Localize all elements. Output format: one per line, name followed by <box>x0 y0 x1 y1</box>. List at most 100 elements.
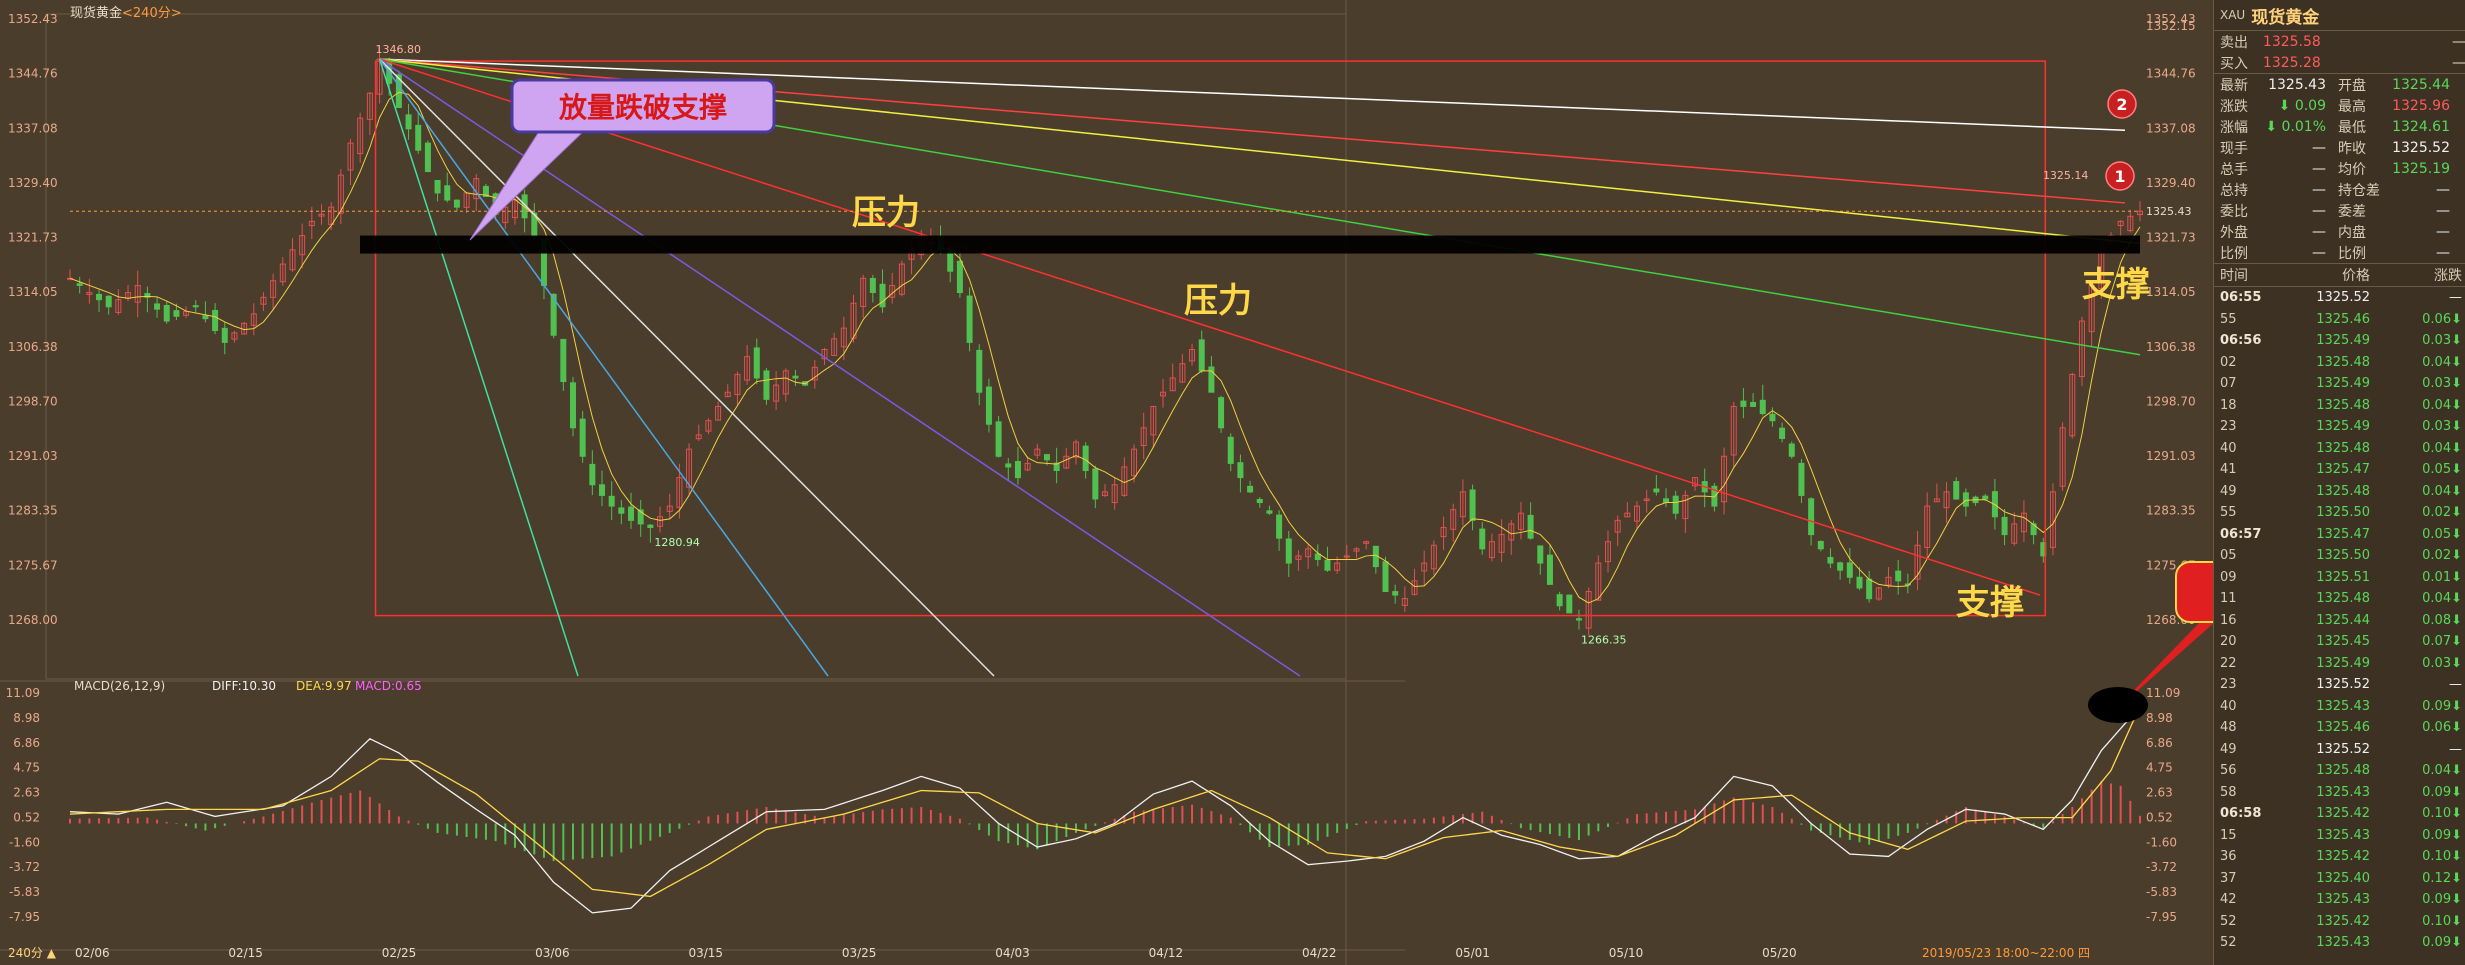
tick-row: 23 1325.49 0.03⬇ <box>2214 416 2465 438</box>
candle-body <box>560 338 567 383</box>
candle-body <box>1247 485 1254 493</box>
tick-time: 15 <box>2220 827 2237 843</box>
candle-body <box>995 421 1002 457</box>
candle-body <box>1324 559 1331 571</box>
macd-tick-right: -7.95 <box>2146 910 2177 924</box>
x-tick-label: 02/25 <box>382 946 417 960</box>
candle-body <box>1866 578 1873 600</box>
tick-row: 52 1325.43 0.09⬇ <box>2214 932 2465 954</box>
price-tick-left: 1306.38 <box>8 340 58 354</box>
macd-tick-left: -1.60 <box>9 835 40 849</box>
candle-body <box>1363 541 1370 544</box>
candle-body <box>2001 516 2008 536</box>
x-tick-label: 04/22 <box>1302 946 1337 960</box>
macd-tick-right: 8.98 <box>2146 711 2173 725</box>
tick-price: 1325.42 <box>2316 913 2370 929</box>
candle-body <box>1663 498 1670 504</box>
marker-circle-2 <box>2107 89 2137 119</box>
tick-time: 41 <box>2220 462 2237 478</box>
candle-body <box>1634 505 1641 522</box>
chart-title-bar: 现货黄金<240分> <box>70 2 182 21</box>
x-tick-label: 05/10 <box>1609 946 1644 960</box>
quote-stat-row: 涨跌 ⬇ 0.09 最高 1325.96 <box>2214 95 2465 116</box>
tick-time: 11 <box>2220 591 2237 607</box>
candle-body <box>1382 561 1389 593</box>
stat-value: 1325.43 <box>2268 76 2326 93</box>
candle-body <box>395 74 402 108</box>
tick-change: 0.03⬇ <box>2422 376 2462 392</box>
tick-price: 1325.49 <box>2316 419 2370 435</box>
candle-body <box>453 199 460 208</box>
candle-body <box>715 405 722 421</box>
candle-body <box>1730 405 1737 456</box>
tick-change: — <box>2449 290 2462 306</box>
candle-body <box>1430 544 1437 570</box>
tick-time: 48 <box>2220 720 2237 736</box>
sell-price: 1325.58 <box>2262 33 2321 50</box>
quote-stats: 最新 1325.43 开盘 1325.44 涨跌 ⬇ 0.09 最高 1325.96 涨幅 ⬇ 0… <box>2214 74 2465 263</box>
annotations: 放量跌破支撑压力压力支撑支撑21进入调整 <box>469 78 2213 723</box>
tick-change: 0.08⬇ <box>2422 612 2462 628</box>
tick-row: 56 1325.48 0.04⬇ <box>2214 760 2465 782</box>
candle-body <box>299 235 306 256</box>
fan-line-grey <box>379 58 2126 132</box>
tick-list[interactable]: 06:55 1325.52—55 1325.46 0.06⬇ 06:56 1325.49 0… <box>2214 287 2465 954</box>
macd-indicator: MACD(26,12,9) DIFF:10.30 DEA:9.97 MACD:0.65 <box>69 679 2141 914</box>
tick-time: 09 <box>2220 569 2237 585</box>
quote-stat-row: 最新 1325.43 开盘 1325.44 <box>2214 74 2465 95</box>
period-label[interactable]: <240分> <box>122 6 182 21</box>
candle-body <box>840 327 847 348</box>
candle-body <box>357 117 364 155</box>
macd-title: MACD(26,12,9) <box>74 679 165 693</box>
candle-body <box>686 448 693 488</box>
candle-body <box>347 142 354 171</box>
macd-tick-left: 6.86 <box>13 736 40 750</box>
candle-body <box>1053 462 1060 472</box>
macd-tick-right: 11.09 <box>2146 686 2180 700</box>
candle-body <box>173 310 180 317</box>
candle-body <box>860 277 867 308</box>
x-tick-label: 03/25 <box>842 946 877 960</box>
candle-body <box>1498 534 1505 553</box>
candle-body <box>1072 441 1079 458</box>
macd-tick-left: 0.52 <box>13 810 40 824</box>
stat-label: 外盘 <box>2220 224 2248 241</box>
stat-value: ⬇ 0.09 <box>2278 97 2326 114</box>
quote-stat-row: 比例 — 比例 — <box>2214 242 2465 263</box>
price-tick-left: 1321.73 <box>8 231 58 245</box>
candle-body <box>1537 545 1544 564</box>
candle-body <box>202 315 209 320</box>
stat-value-2: — <box>2436 202 2450 219</box>
tick-price: 1325.43 <box>2316 935 2370 951</box>
tick-change: 0.03⬇ <box>2422 655 2462 671</box>
price-tick-right: 1352.43 <box>2146 12 2196 26</box>
tick-price: 1325.43 <box>2316 784 2370 800</box>
candle-body <box>1334 562 1341 571</box>
candle-body <box>1837 562 1844 571</box>
candle-body <box>366 92 373 120</box>
macd-tick-left: -5.83 <box>9 885 40 899</box>
fan-line-white <box>379 58 995 677</box>
buy-price: 1325.28 <box>2262 54 2321 71</box>
candle-body <box>1933 498 1940 503</box>
stat-label: 涨幅 <box>2220 119 2248 136</box>
candle-body <box>2127 215 2134 232</box>
marker-circle-1 <box>2105 161 2135 191</box>
tick-change: 0.04⬇ <box>2422 354 2462 370</box>
candle-body <box>1014 461 1021 479</box>
chart-area[interactable]: 1352.43 1352.43 1344.76 1344.76 1337.08 1337.… <box>0 0 2213 965</box>
candle-body <box>1314 553 1321 560</box>
tick-time: 06:55 <box>2220 290 2262 306</box>
candle-body <box>1082 445 1089 472</box>
tick-change: 0.09⬇ <box>2422 935 2462 951</box>
x-tick-label: 02/15 <box>228 946 263 960</box>
tick-change: 0.03⬇ <box>2422 333 2462 349</box>
stat-value-2: 1325.96 <box>2392 97 2450 114</box>
macd-diff-line <box>69 701 2141 914</box>
tick-price: 1325.48 <box>2316 440 2370 456</box>
candle-body <box>599 484 606 496</box>
candle-body <box>1856 576 1863 589</box>
candle-body <box>869 277 876 294</box>
tick-price: 1325.48 <box>2316 483 2370 499</box>
tick-time: 49 <box>2220 741 2237 757</box>
